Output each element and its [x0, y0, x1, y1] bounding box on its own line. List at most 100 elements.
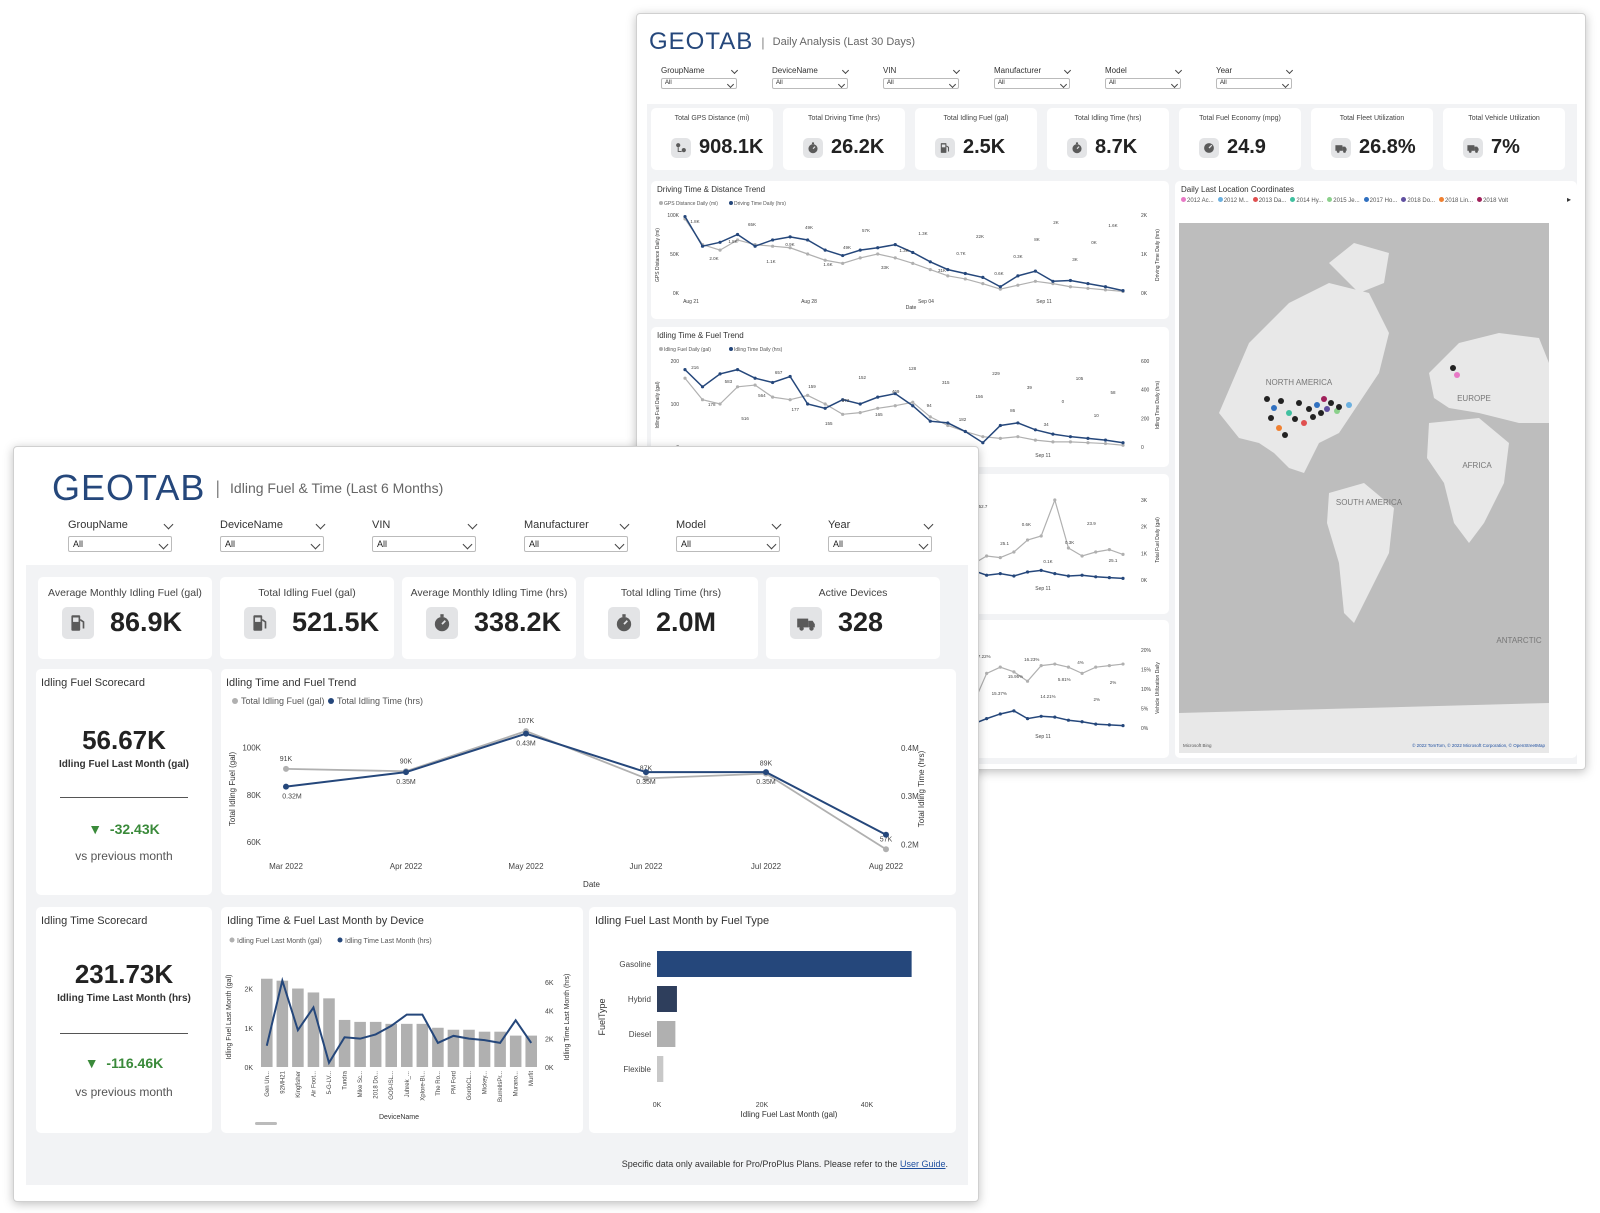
map-legend-item[interactable]: 2017 Ho... — [1363, 197, 1397, 204]
data-point[interactable] — [998, 572, 1002, 576]
data-point[interactable] — [806, 252, 810, 256]
data-point[interactable] — [1068, 435, 1073, 439]
bar-murfit[interactable] — [525, 1035, 537, 1067]
user-guide-link[interactable]: User Guide — [899, 1159, 946, 1169]
map-legend-item[interactable]: 2012 M... — [1217, 197, 1249, 204]
data-point[interactable] — [858, 411, 862, 415]
world-map[interactable]: NORTH AMERICA EUROPE AFRICA SOUTH AMERICA AN… — [1179, 223, 1549, 753]
data-point[interactable] — [1121, 576, 1125, 580]
data-point[interactable] — [788, 235, 792, 239]
filter-select[interactable]: All — [661, 78, 737, 89]
data-point[interactable] — [876, 246, 880, 250]
series-line[interactable] — [972, 663, 1124, 705]
data-point[interactable] — [683, 376, 687, 380]
location-marker[interactable] — [1306, 406, 1312, 412]
data-point[interactable] — [946, 268, 950, 272]
data-point[interactable] — [823, 402, 827, 406]
filter-select[interactable]: All — [1216, 78, 1292, 89]
chevron-down-icon[interactable] — [837, 80, 846, 89]
location-marker[interactable] — [1328, 400, 1334, 406]
data-point[interactable] — [883, 846, 889, 853]
chevron-down-icon[interactable] — [1281, 80, 1290, 89]
data-point[interactable] — [1103, 438, 1108, 442]
chevron-down-icon[interactable] — [467, 519, 478, 530]
data-point[interactable] — [1080, 573, 1084, 577]
fuel-type-chart[interactable]: FuelType Idling Fuel Last Month (gal) 0K 20… — [589, 907, 956, 1133]
data-point[interactable] — [771, 244, 775, 248]
location-marker[interactable] — [1271, 405, 1277, 411]
data-point[interactable] — [946, 274, 950, 278]
map-attribution[interactable]: © 2022 TomTom, © 2022 Microsoft Corporat… — [1412, 742, 1545, 748]
data-point[interactable] — [1025, 538, 1030, 542]
map-legend-item[interactable]: 2014 Hy... — [1290, 197, 1323, 204]
data-point[interactable] — [876, 252, 880, 256]
chevron-down-icon[interactable] — [1063, 66, 1072, 75]
series-line[interactable] — [684, 216, 1124, 292]
bar-juhrek[interactable] — [401, 1023, 413, 1067]
data-point[interactable] — [1033, 269, 1037, 273]
bar-gasoline[interactable] — [657, 951, 912, 977]
filter-select[interactable]: All — [68, 536, 172, 552]
location-marker[interactable] — [1450, 365, 1456, 371]
map-legend-item[interactable]: 2018 Lin... — [1439, 197, 1473, 204]
data-point[interactable] — [876, 406, 880, 410]
location-marker[interactable] — [1276, 425, 1282, 431]
data-point[interactable] — [1053, 715, 1057, 719]
data-point[interactable] — [700, 385, 705, 389]
data-point[interactable] — [683, 368, 687, 372]
filter-manufacturer[interactable]: Manufacturer All — [994, 66, 1072, 89]
filter-select[interactable]: All — [676, 536, 780, 552]
data-point[interactable] — [753, 244, 757, 248]
location-marker[interactable] — [1292, 416, 1298, 422]
data-point[interactable] — [1051, 279, 1055, 283]
data-point[interactable] — [1025, 717, 1030, 721]
data-point[interactable] — [1103, 441, 1108, 446]
data-point[interactable] — [858, 248, 862, 252]
data-point[interactable] — [1094, 575, 1098, 579]
data-point[interactable] — [718, 248, 722, 252]
data-point[interactable] — [893, 243, 897, 247]
data-point[interactable] — [1107, 576, 1111, 580]
data-point[interactable] — [1012, 709, 1016, 713]
chevron-down-icon[interactable] — [163, 519, 174, 530]
data-point[interactable] — [946, 421, 950, 425]
data-point[interactable] — [806, 238, 810, 242]
device-chart[interactable]: Idling Fuel Last Month (gal) Idling Time … — [221, 907, 583, 1133]
chevron-down-icon[interactable] — [923, 519, 934, 530]
data-point[interactable] — [1121, 662, 1125, 666]
bar-air-foot[interactable] — [307, 992, 320, 1067]
data-point[interactable] — [876, 395, 880, 399]
data-point[interactable] — [1080, 554, 1084, 558]
data-point[interactable] — [1033, 438, 1037, 442]
data-point[interactable] — [1033, 279, 1037, 283]
data-point[interactable] — [946, 423, 950, 428]
data-point[interactable] — [893, 392, 897, 396]
data-point[interactable] — [1121, 724, 1125, 728]
data-point[interactable] — [963, 271, 967, 276]
bar-go9-isl[interactable] — [385, 1023, 397, 1067]
data-point[interactable] — [1080, 671, 1084, 675]
bar-mickey[interactable] — [478, 1031, 491, 1067]
data-point[interactable] — [823, 406, 827, 410]
chevron-down-icon[interactable] — [766, 539, 777, 550]
data-point[interactable] — [841, 412, 845, 416]
data-point[interactable] — [1086, 441, 1090, 445]
data-point[interactable] — [788, 398, 792, 402]
series-line[interactable] — [972, 498, 1124, 565]
series-line-total-idling-time-hrs[interactable] — [285, 732, 887, 836]
filter-select[interactable]: All — [1105, 78, 1181, 89]
data-point[interactable] — [1121, 443, 1125, 447]
chevron-down-icon[interactable] — [462, 539, 473, 550]
series-line[interactable] — [684, 377, 1124, 446]
filter-devicename[interactable]: DeviceName All — [772, 66, 850, 89]
data-point[interactable] — [1121, 552, 1125, 556]
data-point[interactable] — [1107, 664, 1111, 668]
data-point[interactable] — [841, 398, 845, 402]
filter-select[interactable]: All — [994, 78, 1070, 89]
data-point[interactable] — [911, 250, 915, 255]
data-point[interactable] — [1016, 435, 1020, 439]
chevron-down-icon[interactable] — [948, 80, 957, 89]
data-point[interactable] — [1039, 714, 1043, 718]
data-point[interactable] — [1053, 662, 1057, 666]
bar-burrellspr[interactable] — [494, 1031, 506, 1067]
